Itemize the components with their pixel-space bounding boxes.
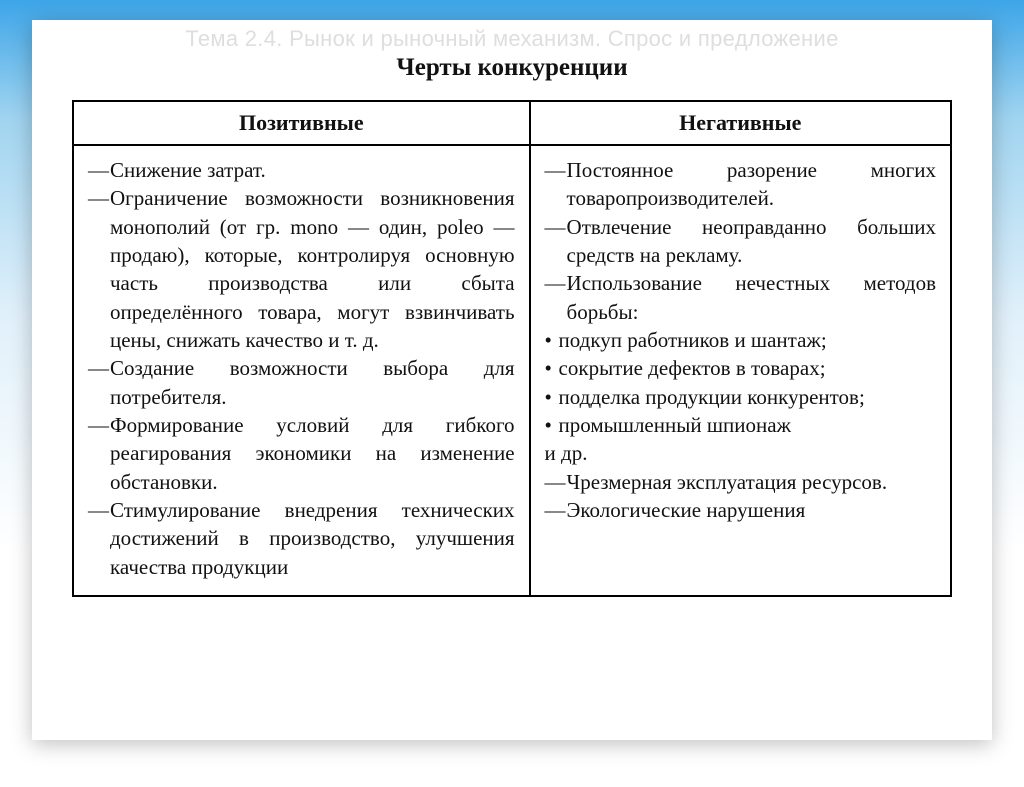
negative-subitem: •промышленный шпионаж <box>545 411 936 439</box>
negative-subitem-tail: и др. <box>545 439 936 467</box>
cell-negative: —Постоянное разорение многих товаропроиз… <box>530 145 951 596</box>
negative-item: —Экологические нарушения <box>545 496 936 524</box>
positive-item: —Создание возможности выбора для потреби… <box>88 354 515 411</box>
negative-subitem: •подкуп работников и шантаж; <box>545 326 936 354</box>
positive-item: —Формирование условий для гибкого реагир… <box>88 411 515 496</box>
comparison-table: Позитивные Негативные —Снижение затрат. … <box>72 100 952 597</box>
header-positive: Позитивные <box>73 101 530 145</box>
negative-subitem: •подделка продукции конкурентов; <box>545 383 936 411</box>
cell-positive: —Снижение затрат. —Ограничение возможнос… <box>73 145 530 596</box>
negative-item: —Постоянное разорение многих товаропроиз… <box>545 156 936 213</box>
topic-heading: Тема 2.4. Рынок и рыночный механизм. Спр… <box>72 26 952 52</box>
slide: Тема 2.4. Рынок и рыночный механизм. Спр… <box>32 20 992 740</box>
positive-item: —Ограничение возможности возникновения м… <box>88 184 515 354</box>
negative-subitem: •сокрытие дефектов в товарах; <box>545 354 936 382</box>
negative-item: —Отвлечение неоправданно больших средств… <box>545 213 936 270</box>
slide-title: Черты конкуренции <box>72 54 952 82</box>
negative-item: —Использование нечестных методов борьбы: <box>545 269 936 326</box>
positive-item: —Стимулирование внедрения технических до… <box>88 496 515 581</box>
positive-item: —Снижение затрат. <box>88 156 515 184</box>
header-negative: Негативные <box>530 101 951 145</box>
negative-item: —Чрезмерная эксплуатация ресурсов. <box>545 468 936 496</box>
